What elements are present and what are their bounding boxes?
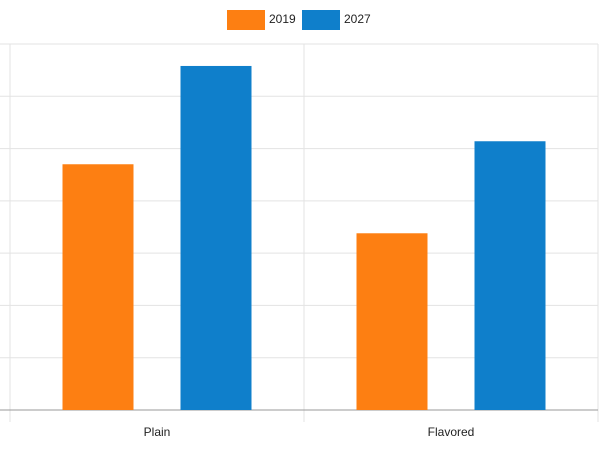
bar [62, 164, 134, 410]
x-tick-label: Plain [144, 425, 171, 439]
legend-swatch [227, 10, 265, 30]
x-tick-label: Flavored [428, 425, 475, 439]
bar [180, 65, 252, 411]
legend-swatch [302, 10, 340, 30]
bar [474, 141, 546, 410]
legend-label: 2019 [269, 12, 296, 26]
legend-label: 2027 [344, 12, 371, 26]
bar [356, 233, 428, 410]
